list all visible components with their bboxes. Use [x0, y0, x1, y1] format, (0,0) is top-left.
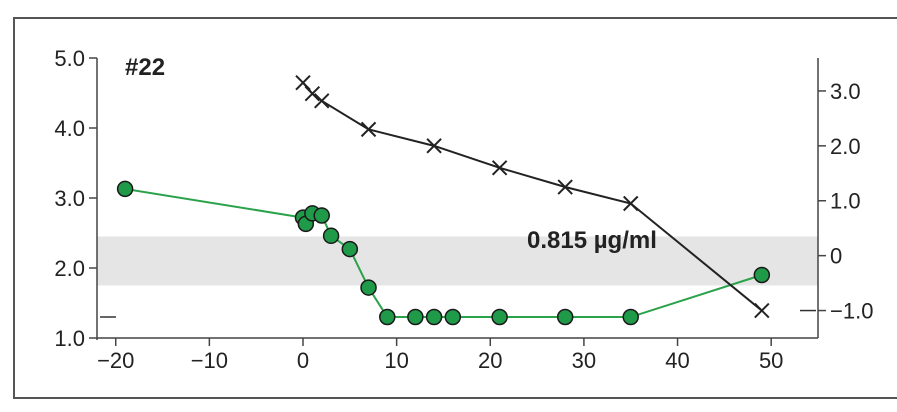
- circle-data-point: [491, 308, 508, 326]
- cross-data-point: [491, 160, 508, 176]
- circle-data-point: [116, 180, 134, 198]
- x-tick-label: 30: [572, 348, 596, 373]
- circle-data-point: [360, 279, 377, 296]
- axes-layer: −20 −10 0 10 20 30 40 50 1.0 2.0 3.0 4.0 5.0 −1.0 0 1.0…: [54, 46, 873, 373]
- cross-data-point: [623, 195, 639, 212]
- circle-data-point: [379, 308, 396, 326]
- reference-band-layer: [97, 236, 818, 286]
- circle-data-point: [753, 266, 771, 284]
- circle-data-point: [341, 240, 359, 258]
- concentration-annotation: 0.815 µg/ml: [527, 227, 657, 254]
- cross-data-point: [295, 74, 311, 91]
- circle-data-point: [407, 308, 424, 326]
- y-right-tick-label: −1.0: [830, 299, 873, 324]
- y-left-tick-label: 5.0: [54, 46, 85, 71]
- x-tick-label: −20: [97, 348, 134, 373]
- circle-data-point: [444, 308, 462, 326]
- chart-border: [13, 17, 897, 399]
- x-tick-label: 10: [384, 348, 408, 373]
- cross-stroke: [623, 195, 639, 212]
- x-tick-label: 50: [759, 348, 783, 373]
- circle-data-point: [556, 308, 574, 326]
- x-tick-label: −10: [191, 348, 228, 373]
- y-right-tick-label: 2.0: [830, 134, 861, 159]
- cross-stroke: [314, 93, 330, 109]
- cross-stroke: [426, 138, 442, 154]
- panel-title: #22: [125, 54, 165, 81]
- cross-stroke: [295, 74, 311, 91]
- x-tick-label: 0: [297, 348, 309, 373]
- circle-data-point: [313, 207, 330, 224]
- cross-stroke: [304, 85, 321, 102]
- cross-stroke: [557, 179, 573, 195]
- reference-band: [97, 236, 818, 286]
- cross-data-point: [360, 121, 377, 138]
- cross-data-point: [314, 93, 330, 109]
- cross-stroke: [754, 302, 770, 319]
- cross-data-point: [754, 302, 770, 319]
- y-right-tick-label: 3.0: [830, 79, 861, 104]
- y-left-tick-label: 1.0: [54, 326, 85, 351]
- x-tick-label: 20: [478, 348, 502, 373]
- cross-data-point: [304, 85, 321, 102]
- y-left-tick-label: 3.0: [54, 186, 85, 211]
- cross-stroke: [491, 160, 508, 176]
- circle-data-point: [622, 308, 639, 326]
- circle-data-point: [322, 227, 340, 245]
- y-left-tick-label: 2.0: [54, 256, 85, 281]
- series-layer: [116, 74, 771, 326]
- y-left-tick-label: 4.0: [54, 116, 85, 141]
- x-tick-label: 40: [665, 348, 689, 373]
- y-right-tick-label: 1.0: [830, 189, 861, 214]
- circle-data-point: [425, 308, 443, 326]
- y-right-tick-label: 0: [830, 244, 842, 269]
- cross-data-point: [557, 179, 573, 195]
- cross-data-point: [426, 138, 442, 154]
- cross-stroke: [360, 121, 377, 138]
